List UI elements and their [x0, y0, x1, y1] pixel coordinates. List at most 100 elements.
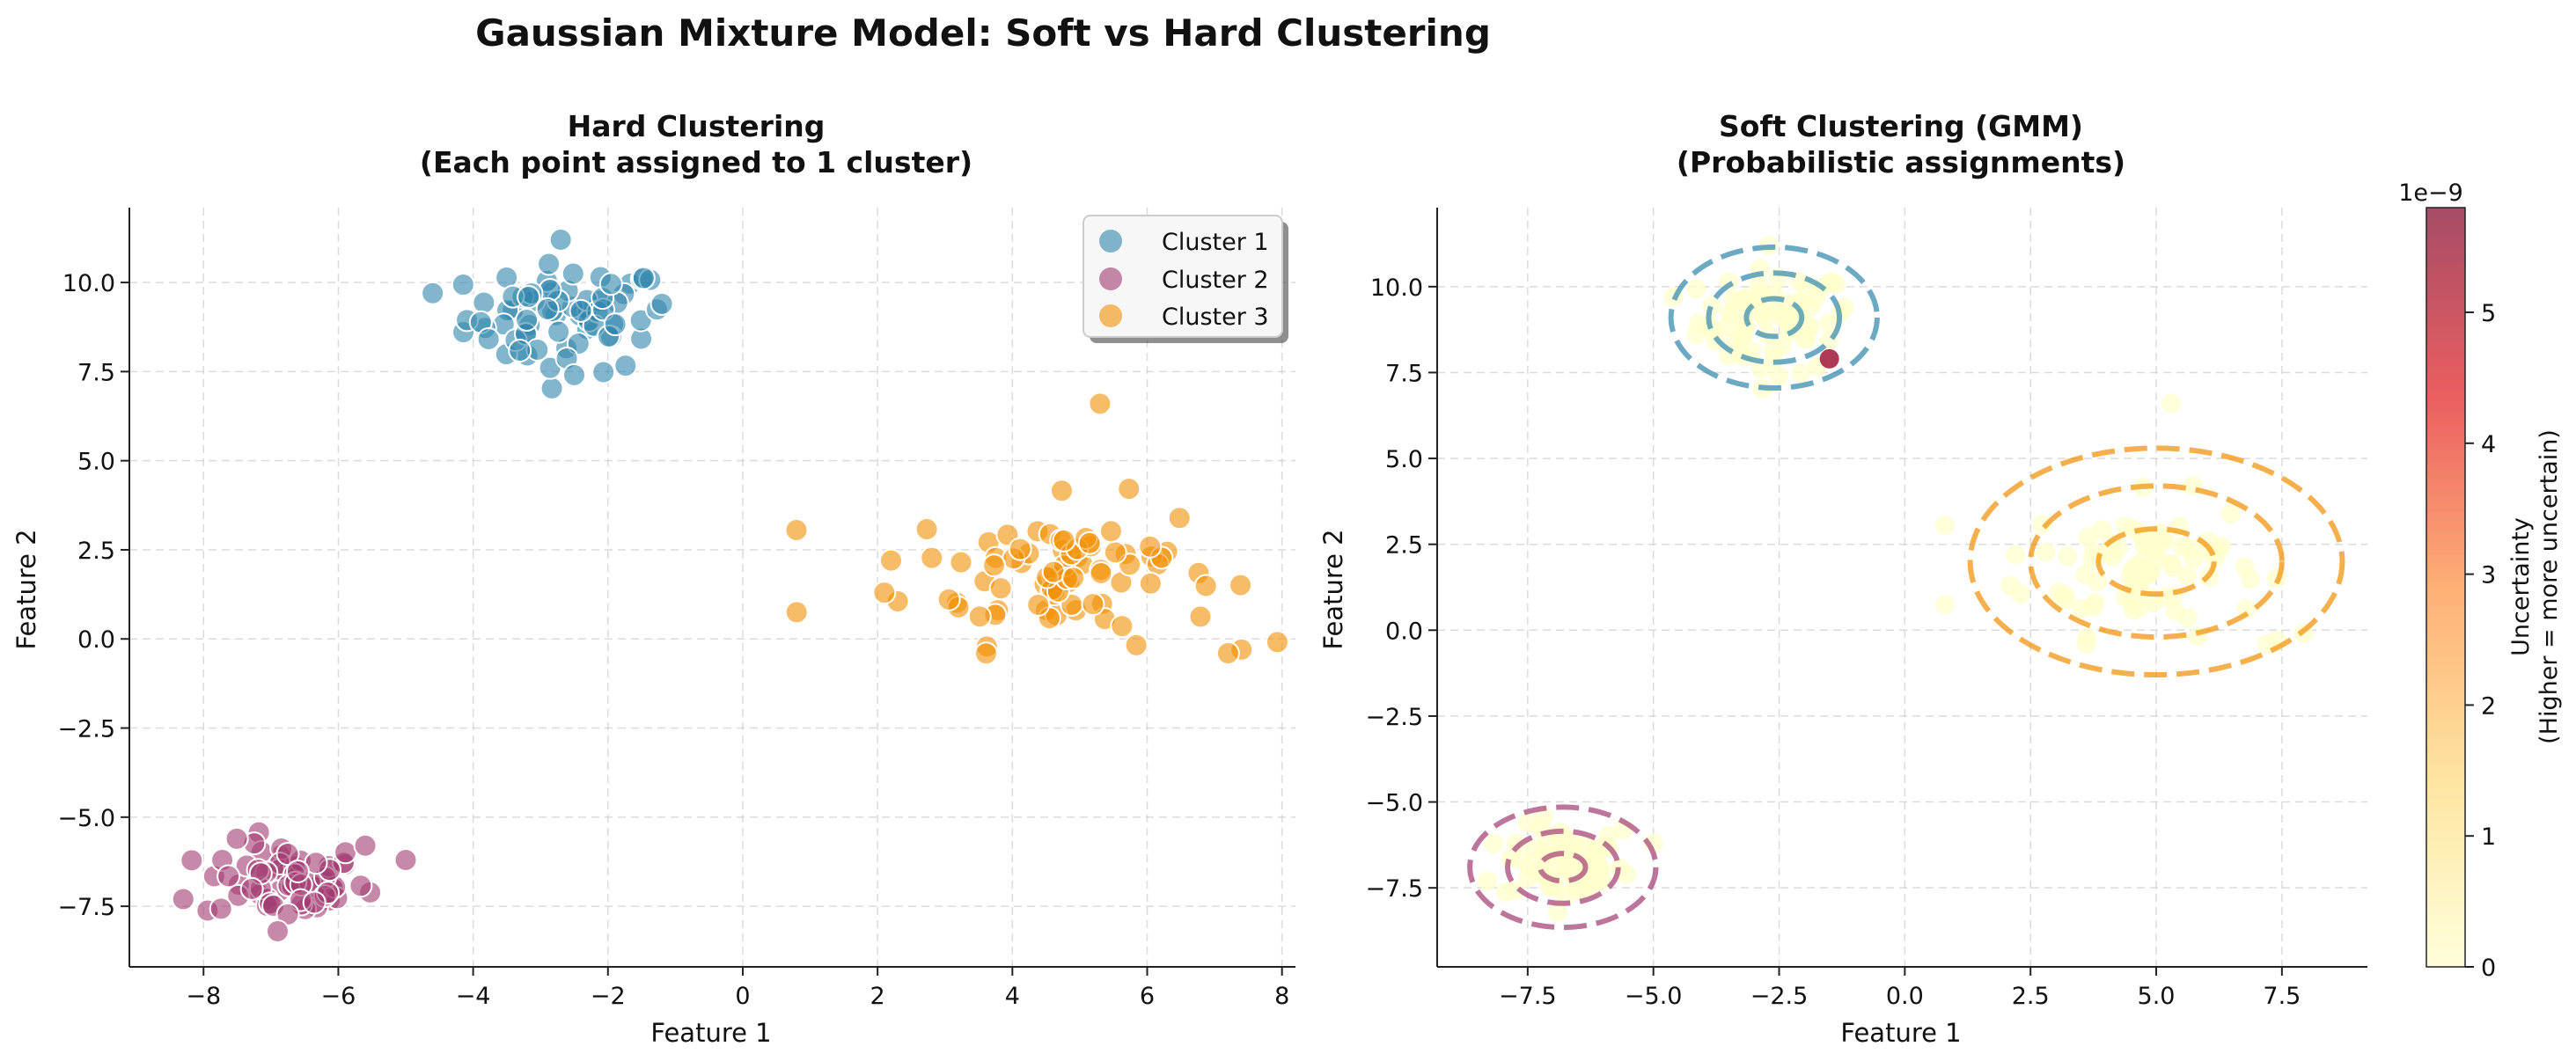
- soft-point: [2177, 608, 2198, 628]
- hard-point-cluster-3: [1229, 573, 1253, 597]
- soft-point: [2240, 569, 2260, 589]
- hard-point-cluster-3: [920, 545, 944, 570]
- hard-point-cluster-2: [209, 896, 233, 921]
- gmm-ellipse-cluster-2: [1504, 828, 1621, 906]
- hard-point-cluster-2: [275, 842, 300, 867]
- soft-xtick-label: −5.0: [1625, 983, 1683, 1010]
- colorbar-tick-label: 3: [2481, 562, 2496, 589]
- hard-xtick-label: −4: [456, 983, 491, 1010]
- soft-xtick-label: 5.0: [2138, 983, 2176, 1010]
- soft-point: [1733, 326, 1753, 347]
- hard-point-cluster-1: [537, 252, 561, 276]
- soft-point: [2049, 582, 2069, 603]
- hard-point-cluster-3: [988, 576, 1013, 601]
- hard-point-cluster-3: [872, 581, 897, 605]
- soft-ytick-label: 7.5: [1385, 360, 1423, 387]
- hard-xtick-label: −6: [321, 983, 356, 1010]
- soft-xtick-label: 0.0: [1886, 983, 1924, 1010]
- soft-point: [1791, 363, 1811, 384]
- hard-point-cluster-2: [353, 833, 378, 858]
- hard-ytick-label: −5.0: [57, 805, 115, 832]
- hard-xtick-label: 0: [735, 983, 750, 1010]
- legend-box: [1083, 215, 1283, 338]
- soft-point: [1548, 902, 1568, 922]
- soft-xtick-label: 7.5: [2263, 983, 2301, 1010]
- gmm-ellipse-cluster-3: [2028, 483, 2285, 640]
- soft-point: [2141, 561, 2161, 582]
- colorbar-label-line1: Uncertainty: [2507, 517, 2535, 656]
- hard-point-cluster-3: [1088, 391, 1112, 416]
- hard-point-cluster-3: [1117, 477, 1141, 501]
- gmm-ellipse-cluster-1: [1668, 244, 1880, 391]
- hard-point-cluster-1: [421, 281, 445, 305]
- soft-point: [2076, 634, 2096, 655]
- legend-marker-cluster-1: [1099, 230, 1122, 252]
- hard-point-cluster-3: [878, 548, 903, 573]
- hard-point-cluster-3: [1061, 566, 1086, 590]
- soft-point: [2177, 566, 2198, 586]
- soft-ytick-label: −2.5: [1365, 704, 1423, 731]
- colorbar-scale-label: 1e−9: [2398, 179, 2463, 207]
- soft-ytick-label: 5.0: [1385, 446, 1423, 473]
- soft-point: [2161, 393, 2182, 413]
- soft-ytick-label: 2.5: [1385, 532, 1423, 560]
- hard-point-cluster-3: [784, 518, 809, 543]
- legend: Cluster 1 Cluster 2 Cluster 3: [1083, 215, 1288, 343]
- soft-title-line1: Soft Clustering (GMM): [1719, 109, 2083, 143]
- soft-point: [2058, 546, 2078, 567]
- gmm-ellipse-cluster-3: [1967, 445, 2345, 678]
- soft-point: [2126, 555, 2147, 575]
- hard-point-cluster-1: [547, 319, 571, 344]
- hard-point-cluster-2: [285, 859, 310, 883]
- hard-xlabel: Feature 1: [650, 1018, 771, 1048]
- hard-xtick-label: 2: [870, 983, 885, 1010]
- hard-point-cluster-1: [650, 291, 674, 316]
- colorbar-tick-label: 1: [2481, 823, 2496, 851]
- soft-point: [2006, 545, 2026, 565]
- hard-point-cluster-1: [548, 227, 573, 252]
- hard-xtick-label: 4: [1005, 983, 1020, 1010]
- hard-title-line2: (Each point assigned to 1 cluster): [420, 145, 972, 179]
- soft-xtick-label: 2.5: [2012, 983, 2050, 1010]
- hard-point-cluster-3: [1049, 479, 1074, 503]
- gmm-ellipse-cluster-1: [1706, 270, 1843, 365]
- hard-point-cluster-3: [982, 553, 1007, 578]
- hard-point-cluster-3: [1098, 519, 1123, 544]
- hard-point-cluster-2: [180, 848, 204, 873]
- soft-point: [2000, 575, 2021, 596]
- hard-point-cluster-1: [517, 284, 541, 309]
- soft-ellipses-layer: [1467, 244, 2345, 931]
- colorbar-gradient: [2426, 207, 2466, 968]
- soft-point: [1575, 874, 1596, 895]
- hard-point-cluster-2: [302, 890, 327, 915]
- hard-point-cluster-2: [393, 847, 418, 872]
- soft-point: [1598, 826, 1618, 846]
- hard-title-line1: Hard Clustering: [568, 109, 826, 143]
- hard-xtick-label: −2: [591, 983, 626, 1010]
- soft-point: [2236, 598, 2257, 618]
- suptitle: Gaussian Mixture Model: Soft vs Hard Clu…: [475, 11, 1491, 55]
- soft-point: [2220, 503, 2241, 523]
- soft-point: [1506, 880, 1526, 900]
- hard-point-cluster-1: [598, 272, 623, 296]
- hard-point-cluster-2: [349, 874, 373, 898]
- hard-point-cluster-1: [535, 296, 560, 321]
- colorbar: 0 1 2 3 4 5 1e−9 Uncertainty (Higher = more u…: [2398, 179, 2563, 982]
- hard-xtick-label: 8: [1274, 983, 1289, 1010]
- soft-point: [1478, 871, 1498, 891]
- legend-marker-cluster-3: [1099, 304, 1122, 327]
- soft-point: [2173, 537, 2193, 557]
- soft-xlabel: Feature 1: [1840, 1018, 1961, 1048]
- hard-point-cluster-3: [1124, 633, 1149, 657]
- soft-ylabel: Feature 2: [1318, 529, 1348, 649]
- hard-ytick-label: 2.5: [77, 538, 115, 565]
- hard-ylabel: Feature 2: [11, 529, 41, 649]
- hard-point-cluster-2: [239, 876, 264, 901]
- hard-point-cluster-3: [1110, 614, 1134, 639]
- colorbar-tick-label: 5: [2481, 300, 2496, 327]
- hard-point-cluster-2: [334, 840, 358, 865]
- soft-point: [1555, 886, 1575, 906]
- hard-point-cluster-2: [265, 918, 290, 943]
- hard-point-cluster-1: [591, 360, 616, 384]
- soft-point: [1800, 317, 1820, 337]
